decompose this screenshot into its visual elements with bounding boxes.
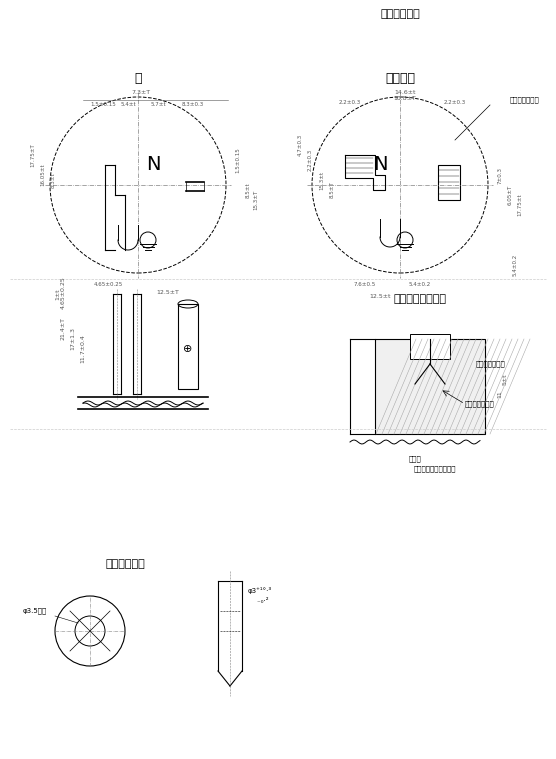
Text: 14.6±t: 14.6±t: [394, 90, 416, 95]
Text: 11.7±0.4: 11.7±0.4: [81, 335, 86, 364]
Text: 1.5±0.15: 1.5±0.15: [236, 147, 241, 173]
Text: 16.05±t: 16.05±t: [41, 164, 46, 186]
Text: 4.65±0.25: 4.65±0.25: [93, 282, 123, 288]
Text: ⊕: ⊕: [183, 344, 193, 354]
Text: 12.5±T: 12.5±T: [157, 291, 180, 295]
Text: N: N: [146, 156, 160, 175]
Text: ₋₀·²: ₋₀·²: [248, 598, 269, 604]
Text: 面取りすること: 面取りすること: [475, 361, 505, 367]
Text: 面取りすること: 面取りすること: [510, 96, 540, 103]
Text: 11: 11: [498, 390, 503, 398]
Text: 刃受け穴: 刃受け穴: [385, 73, 415, 86]
Text: 6.05±T: 6.05±T: [508, 185, 513, 205]
Text: 7.3±T: 7.3±T: [131, 90, 151, 95]
Bar: [438, 165, 460, 200]
Text: 5.4±t: 5.4±t: [120, 102, 136, 108]
Text: 5±t: 5±t: [503, 373, 508, 385]
Text: 4.65±0.25: 4.65±0.25: [61, 276, 66, 310]
Text: 1.5±0.15: 1.5±0.15: [90, 102, 116, 108]
Text: 17.75±T: 17.75±T: [31, 143, 36, 167]
Text: （形状は一例を示す）: （形状は一例を示す）: [414, 466, 456, 472]
Text: 刃先の拡大図: 刃先の拡大図: [105, 559, 145, 569]
Text: 17±1.3: 17±1.3: [71, 327, 76, 351]
Text: 12.5±t: 12.5±t: [369, 294, 391, 300]
Text: 7±0.3: 7±0.3: [498, 166, 503, 184]
Text: 5.7±t: 5.7±t: [150, 102, 166, 108]
Bar: [410, 334, 450, 359]
Text: 5.4±0.2: 5.4±0.2: [409, 282, 431, 288]
Text: 8.3±t: 8.3±t: [51, 172, 56, 187]
Text: 2.2±0.3: 2.2±0.3: [444, 100, 466, 106]
Text: N: N: [373, 156, 387, 175]
Text: 15.3±t: 15.3±t: [320, 171, 325, 190]
Text: 15.3±T: 15.3±T: [254, 190, 259, 210]
Text: φ3⁺¹°·³: φ3⁺¹°·³: [248, 587, 272, 594]
Bar: [375, 339, 485, 434]
Text: 2.2±0.3: 2.2±0.3: [307, 149, 312, 171]
Text: 刃: 刃: [134, 73, 142, 86]
Text: 10.8±T: 10.8±T: [394, 96, 416, 100]
Text: 1±t: 1±t: [56, 288, 61, 300]
Text: （単位ｍｍ）: （単位ｍｍ）: [380, 9, 420, 19]
Text: 5.4±0.2: 5.4±0.2: [513, 254, 518, 276]
Text: 2.2±0.3: 2.2±0.3: [339, 100, 361, 106]
Text: 21.4±T: 21.4±T: [61, 317, 66, 341]
Text: 4.7±0.3: 4.7±0.3: [297, 134, 302, 156]
Text: 7.6±0.5: 7.6±0.5: [354, 282, 376, 288]
Text: 8.3±0.3: 8.3±0.3: [182, 102, 204, 108]
Text: ポッチの中心線: ポッチの中心線: [465, 401, 495, 408]
Text: φ3.5以上: φ3.5以上: [23, 608, 47, 614]
Bar: [178, 304, 198, 389]
Text: 8.5±t: 8.5±t: [246, 182, 251, 198]
Text: 刃受け穴の断面図: 刃受け穴の断面図: [394, 294, 446, 304]
Text: 17.75±t: 17.75±t: [518, 194, 523, 216]
Text: 8.5±T: 8.5±T: [330, 181, 335, 198]
Text: 刃受け: 刃受け: [409, 455, 421, 462]
